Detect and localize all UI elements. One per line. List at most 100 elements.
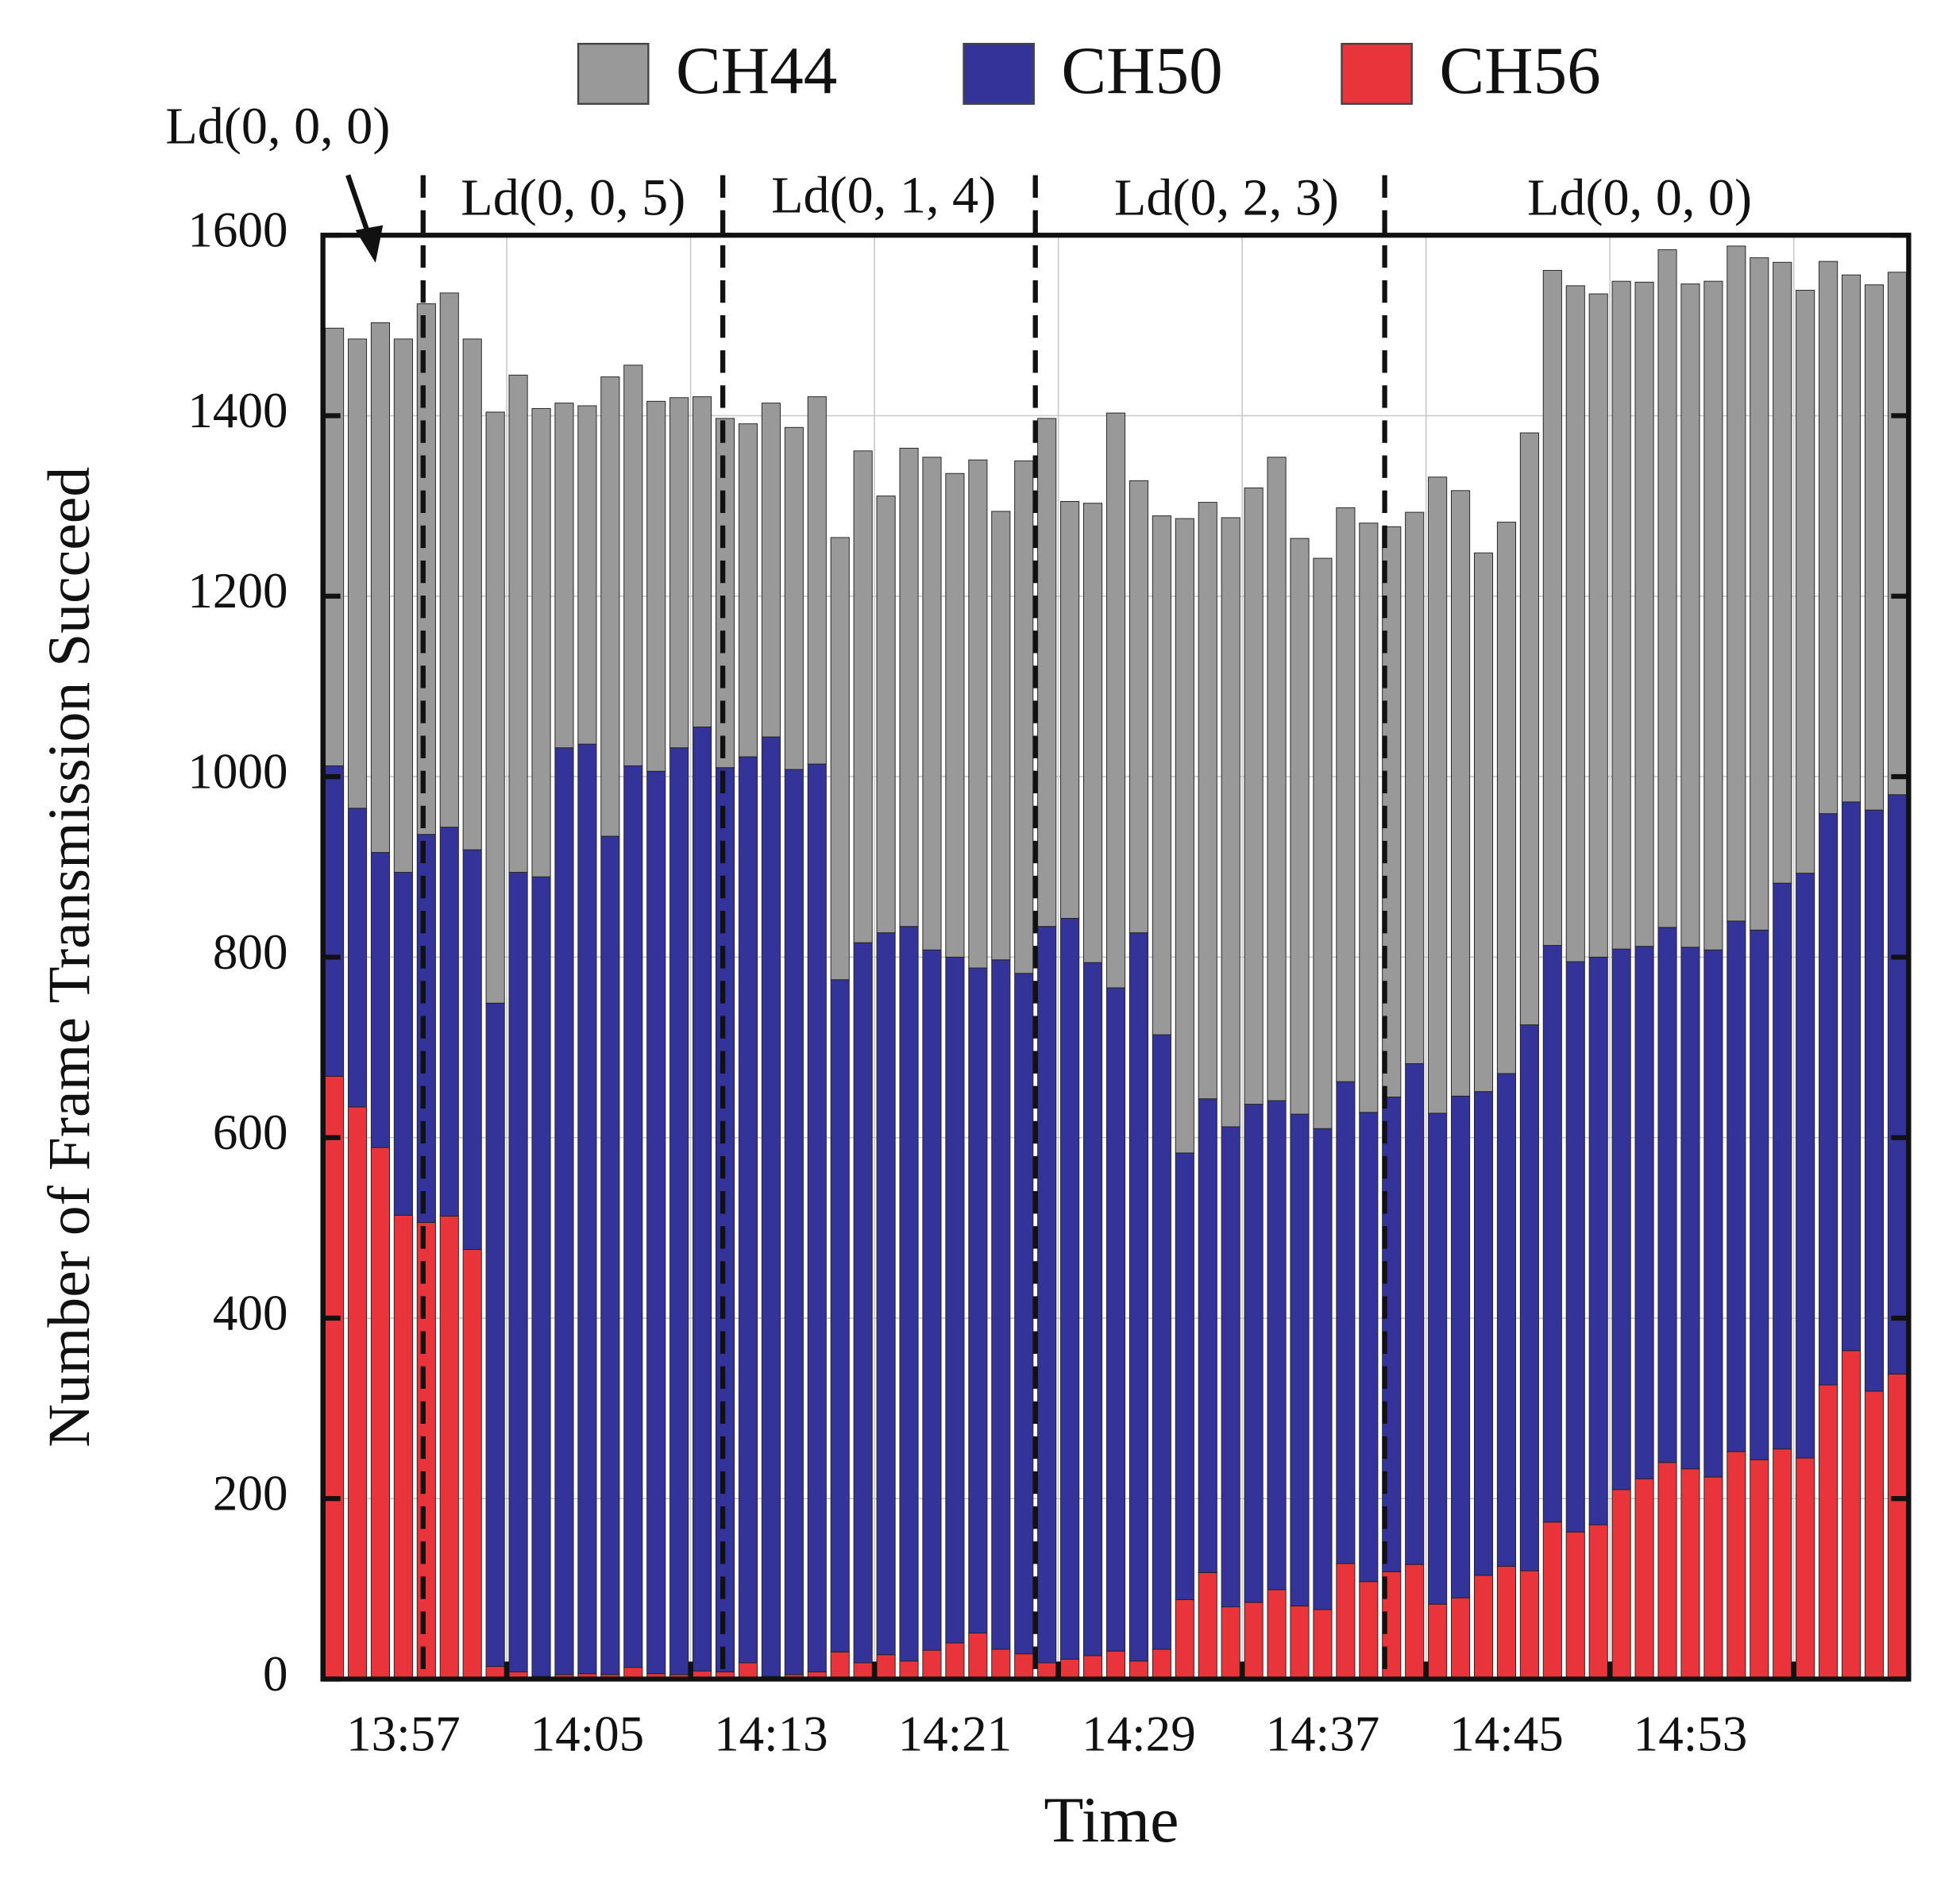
bar-segment [899, 1660, 919, 1679]
bar-segment [1060, 918, 1080, 1660]
bar-segment [715, 767, 735, 1672]
bar-segment [1405, 1062, 1425, 1565]
bar-segment [439, 292, 459, 828]
bar-segment [646, 400, 666, 772]
legend-swatch [577, 42, 650, 105]
bar-segment [1634, 1478, 1654, 1679]
bar-segment [393, 338, 413, 873]
legend-label: CH50 [1061, 33, 1222, 108]
bar-segment [1083, 962, 1103, 1656]
bar-segment [370, 322, 391, 853]
bar-segment [1152, 1034, 1171, 1650]
y-tick-label: 0 [263, 1646, 288, 1702]
bar-segment [876, 496, 896, 934]
bar-segment [600, 835, 620, 1676]
bar-segment [991, 1649, 1011, 1679]
bar-segment [1175, 1152, 1194, 1600]
bar-segment [1680, 1468, 1700, 1679]
bar-segment [1565, 285, 1585, 962]
bar-segment [1841, 274, 1862, 803]
bar-segment [991, 959, 1011, 1650]
bar-segment [1451, 1095, 1471, 1598]
bar-segment [554, 403, 574, 749]
bar-segment [623, 364, 643, 766]
bar-segment [1221, 517, 1240, 1128]
bar-segment [600, 376, 620, 837]
bar-segment [1428, 1113, 1448, 1605]
bar-segment [1611, 1489, 1631, 1679]
bar-segment [1819, 813, 1838, 1386]
bar-segment [899, 447, 919, 927]
bar-segment [968, 967, 988, 1633]
bar-segment [1129, 1660, 1148, 1679]
bar-segment [1152, 515, 1171, 1035]
bar-segment [1750, 1459, 1769, 1679]
x-tick-label: 13:57 [346, 1706, 461, 1762]
bar-segment [830, 537, 850, 981]
bar-segment [1336, 507, 1356, 1082]
y-tick-label: 200 [213, 1466, 288, 1521]
bar-segment [1611, 280, 1631, 950]
bar-segment [1727, 245, 1746, 922]
y-tick-label: 1000 [187, 744, 287, 800]
bar-segment [1336, 1563, 1356, 1679]
bar-segment [1773, 882, 1792, 1450]
bar-segment [531, 407, 551, 877]
y-tick-label: 800 [213, 924, 288, 980]
bar-segment [669, 397, 689, 749]
bar-segment [416, 1221, 436, 1679]
x-tick-label: 14:05 [531, 1706, 645, 1762]
bar-segment [922, 949, 942, 1651]
bar-segment [1519, 432, 1539, 1026]
bar-segment [1221, 1606, 1240, 1679]
bar-segment [1451, 490, 1471, 1097]
bar-segment [945, 472, 965, 958]
bar-segment [462, 338, 482, 850]
legend-swatch [963, 42, 1035, 105]
bar-segment [1014, 1653, 1034, 1679]
bar-segment [1657, 927, 1677, 1463]
bar-segment [325, 1075, 345, 1679]
bar-segment [1290, 1113, 1310, 1606]
bar-segment [1014, 973, 1034, 1655]
bar-segment [853, 942, 873, 1664]
bar-segment [347, 338, 368, 809]
bar-segment [807, 396, 827, 765]
bar-segment [784, 426, 804, 770]
bar-segment [807, 763, 827, 1672]
bar-segment [1773, 1448, 1792, 1679]
bar-segment [531, 876, 551, 1677]
bar-segment [1542, 945, 1562, 1523]
bar-segment [508, 872, 528, 1672]
bar-segment [1152, 1649, 1171, 1679]
bar-segment [1519, 1024, 1539, 1571]
bar-segment [1887, 794, 1907, 1375]
bar-segment [1703, 1476, 1723, 1679]
bar-segment [577, 743, 597, 1675]
bar-segment [1887, 1373, 1907, 1679]
bar-segment [761, 736, 781, 1677]
bar-segment [439, 827, 459, 1217]
bar-segment [1841, 1350, 1862, 1679]
bar-segment [370, 852, 391, 1148]
bar-segment [1680, 283, 1700, 948]
phase-annotation: Ld(0, 0, 5) [461, 168, 685, 226]
bar-segment [1819, 1384, 1838, 1679]
bar-segment [325, 327, 345, 766]
bar-segment [1451, 1597, 1471, 1679]
bar-segment [1519, 1570, 1539, 1679]
bar-segment [1727, 1451, 1746, 1679]
bar-segment [761, 403, 781, 738]
bar-segment [1657, 1462, 1677, 1679]
bar-segment [1473, 1575, 1494, 1679]
bar-segment [1244, 1602, 1264, 1679]
bar-segment [1703, 280, 1723, 951]
bar-segment [1105, 412, 1126, 989]
bar-segment [1703, 949, 1723, 1478]
y-axis-label: Number of Frame Transmission Succeed [37, 467, 102, 1448]
bar-segment [1496, 1073, 1517, 1567]
bar-segment [1496, 522, 1517, 1074]
bar-segment [738, 423, 758, 758]
bar-segment [1313, 1128, 1333, 1610]
